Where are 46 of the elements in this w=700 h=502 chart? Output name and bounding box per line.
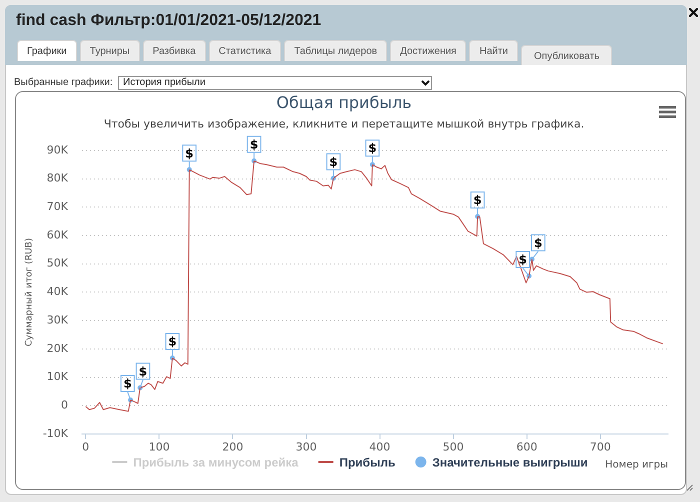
y-tick-label: 50K (46, 256, 69, 270)
x-tick-label: 100 (148, 440, 170, 454)
data-label: $ (168, 334, 177, 349)
y-tick-label: 70K (46, 200, 69, 213)
data-label: $ (368, 141, 377, 156)
tab: Турниры (80, 40, 140, 61)
data-label: $ (473, 193, 482, 208)
y-tick-label: 90K (46, 143, 69, 156)
data-label: $ (123, 376, 132, 391)
y-tick-label: 40K (46, 285, 69, 298)
x-tick-label: 0 (82, 440, 90, 454)
text: find cash Фильтр:01/01/2021-05/12/2021 (16, 12, 322, 30)
x-tick-label: 400 (369, 440, 390, 454)
y-tick-label: 20K (46, 342, 69, 355)
y-axis-title: Суммарный итог (RUB) (24, 238, 35, 346)
data-label: $ (534, 236, 542, 250)
y-tick-label: 60K (46, 228, 69, 242)
x-axis-title: Номер игры (605, 460, 668, 471)
dropdown: История прибыли (118, 76, 432, 90)
tab: Опубликовать (521, 45, 612, 65)
tab: Найти (469, 40, 518, 61)
data-label: $ (138, 364, 148, 378)
data-label: $ (250, 138, 258, 152)
tab: Достижения (390, 40, 466, 61)
y-tick-label: 0 (61, 398, 68, 412)
data-label: $ (518, 252, 528, 267)
x-tick-label: 500 (442, 440, 464, 454)
tab: Таблицы лидеров (284, 40, 388, 61)
y-tick-label: 80K (46, 172, 69, 185)
tab: Разбивка (142, 40, 206, 61)
tab: Статистика (208, 40, 282, 61)
data-label: $ (185, 146, 194, 160)
chart-subtitle: Чтобы увеличить изображение, кликните и перетащите мышкой внутрь графика. (104, 118, 584, 131)
y-tick-label: 10K (46, 370, 69, 384)
legend-label: Значительные выигрыши (432, 455, 588, 470)
tab: Графики (17, 40, 77, 61)
x-tick-label: 700 (590, 440, 611, 454)
chart-title: Общая прибыль (276, 92, 412, 112)
x-tick-label: 300 (296, 440, 317, 454)
x-tick-label: 200 (222, 440, 244, 454)
y-tick-label: -10K (42, 426, 69, 440)
text: Выбранные графики: (14, 77, 113, 88)
y-tick-label: 30K (46, 313, 69, 326)
legend-label: Прибыль (339, 455, 396, 470)
data-label: $ (329, 154, 338, 169)
x-tick-label: 600 (516, 440, 538, 454)
